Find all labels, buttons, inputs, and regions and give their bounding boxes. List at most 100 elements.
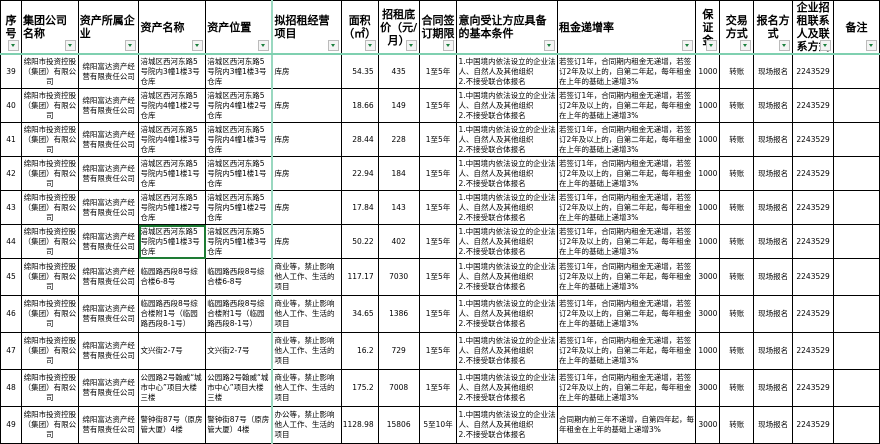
- cell-trade[interactable]: 转账: [719, 190, 755, 225]
- cell-rate[interactable]: 若签订1年，合同期内租金无递增，若签订2年及以上的，自第二年起，每年租金在上年的…: [557, 258, 697, 296]
- cell-note[interactable]: [833, 156, 880, 191]
- cell-no[interactable]: 49: [0, 406, 22, 444]
- cell-use[interactable]: 库房: [271, 88, 342, 123]
- cell-use[interactable]: 商业等，禁止影响他人工作、生活的项目: [271, 258, 342, 296]
- cell-cond[interactable]: 1.中国境内依法设立的企业法人、自然人及其他组织 2.不接受联合体报名: [456, 53, 559, 89]
- cell-deposit[interactable]: 3000: [695, 295, 721, 333]
- column-header-rate[interactable]: 租金递增率: [557, 0, 697, 55]
- cell-cond[interactable]: 1.中国境内依法设立的企业法人、自然人及其他组织 2.不接受联合体报名: [456, 122, 559, 157]
- cell-area[interactable]: 22.94: [340, 156, 379, 191]
- cell-note[interactable]: [833, 258, 880, 296]
- cell-signup[interactable]: 现场报名: [753, 122, 794, 157]
- cell-group[interactable]: 绵阳市投资控股（集团）有限公司: [20, 406, 79, 444]
- column-header-company[interactable]: 资产所属企业: [77, 0, 140, 55]
- cell-note[interactable]: [833, 53, 880, 89]
- filter-dropdown-icon[interactable]: [258, 40, 270, 51]
- cell-company[interactable]: 绵阳富达资产经营有限责任公司: [77, 190, 140, 225]
- cell-no[interactable]: 47: [0, 332, 22, 370]
- filter-dropdown-icon[interactable]: [706, 40, 718, 51]
- cell-location[interactable]: 涪城区西河东路5号院内5幢1楼2号仓库: [205, 190, 274, 225]
- cell-price[interactable]: 149: [377, 88, 420, 123]
- cell-trade[interactable]: 转账: [719, 369, 755, 407]
- cell-location[interactable]: 临园路西段8号综合楼附1号（临园路西段8-1号）: [205, 295, 274, 333]
- filter-dropdown-icon[interactable]: [192, 40, 204, 51]
- cell-company[interactable]: 绵阳富达资产经营有限责任公司: [77, 295, 140, 333]
- cell-name[interactable]: 涪城区西河东路5号院内5幢1楼2号仓库: [138, 190, 207, 225]
- cell-rate[interactable]: 若签订1年，合同期内租金无递增，若签订2年及以上的，自第二年起，每年租金在上年的…: [557, 224, 697, 259]
- cell-group[interactable]: 绵阳市投资控股（集团）有限公司: [20, 53, 79, 89]
- filter-dropdown-icon[interactable]: [544, 40, 556, 51]
- cell-trade[interactable]: 转账: [719, 122, 755, 157]
- column-header-use[interactable]: 拟招租经营项目: [271, 0, 342, 55]
- cell-company[interactable]: 绵阳富达资产经营有限责任公司: [77, 406, 140, 444]
- filter-dropdown-icon[interactable]: [327, 40, 339, 51]
- column-header-cond[interactable]: 意向受让方应具备的基本条件: [456, 0, 559, 55]
- cell-contact[interactable]: 2243529: [792, 88, 835, 123]
- filter-dropdown-icon[interactable]: [820, 40, 832, 51]
- cell-use[interactable]: 商业等，禁止影响他人工作、生活的项目: [271, 332, 342, 370]
- column-header-location[interactable]: 资产位置: [205, 0, 274, 55]
- cell-use[interactable]: 商业等，禁止影响他人工作、生活的项目: [271, 369, 342, 407]
- filter-dropdown-icon[interactable]: [443, 40, 455, 51]
- cell-deposit[interactable]: 1000: [695, 53, 721, 89]
- cell-no[interactable]: 39: [0, 53, 22, 89]
- cell-trade[interactable]: 转账: [719, 295, 755, 333]
- cell-signup[interactable]: 现场报名: [753, 369, 794, 407]
- cell-group[interactable]: 绵阳市投资控股（集团）有限公司: [20, 258, 79, 296]
- cell-note[interactable]: [833, 369, 880, 407]
- cell-rate[interactable]: 若签订1年，合同期内租金无递增，若签订2年及以上的，自第二年起，每年租金在上年的…: [557, 190, 697, 225]
- filter-dropdown-icon[interactable]: [866, 40, 877, 51]
- cell-term[interactable]: 1至5年: [418, 53, 458, 89]
- cell-trade[interactable]: 转账: [719, 224, 755, 259]
- cell-price[interactable]: 15806: [377, 406, 420, 444]
- cell-term[interactable]: 1至5年: [418, 332, 458, 370]
- cell-area[interactable]: 16.2: [340, 332, 379, 370]
- cell-group[interactable]: 绵阳市投资控股（集团）有限公司: [20, 156, 79, 191]
- cell-no[interactable]: 40: [0, 88, 22, 123]
- filter-dropdown-icon[interactable]: [64, 40, 76, 51]
- cell-location[interactable]: 临园路西段8号综合楼6-8号: [205, 258, 274, 296]
- cell-group[interactable]: 绵阳市投资控股（集团）有限公司: [20, 122, 79, 157]
- cell-area[interactable]: 1128.98: [340, 406, 379, 444]
- cell-area[interactable]: 34.65: [340, 295, 379, 333]
- cell-area[interactable]: 117.17: [340, 258, 379, 296]
- cell-term[interactable]: 1至5年: [418, 369, 458, 407]
- column-header-no[interactable]: 序号: [0, 0, 22, 55]
- cell-trade[interactable]: 转账: [719, 53, 755, 89]
- cell-term[interactable]: 1至5年: [418, 88, 458, 123]
- filter-dropdown-icon[interactable]: [740, 40, 752, 51]
- cell-term[interactable]: 1至5年: [418, 295, 458, 333]
- filter-dropdown-icon[interactable]: [682, 40, 694, 51]
- cell-cond[interactable]: 1.中国境内依法设立的企业法人、自然人及其他组织 2.不接受联合体报名: [456, 190, 559, 225]
- cell-term[interactable]: 1至5年: [418, 122, 458, 157]
- cell-company[interactable]: 绵阳富达资产经营有限责任公司: [77, 258, 140, 296]
- cell-term[interactable]: 1至5年: [418, 258, 458, 296]
- cell-name[interactable]: 临园路西段8号综合楼附1号（临园路西段8-1号）: [138, 295, 207, 333]
- cell-term[interactable]: 1至5年: [418, 224, 458, 259]
- filter-dropdown-icon[interactable]: [779, 40, 791, 51]
- cell-name[interactable]: 公园路2号翰威“城市中心”项目大楼三楼: [138, 369, 207, 407]
- cell-name[interactable]: 涪城区西河东路5号院内5幢1楼3号仓库: [138, 224, 207, 259]
- cell-location[interactable]: 涪城区西河东路5号院内5幢1楼1号仓库: [205, 156, 274, 191]
- filter-dropdown-icon[interactable]: [7, 40, 19, 51]
- cell-company[interactable]: 绵阳富达资产经营有限责任公司: [77, 88, 140, 123]
- cell-note[interactable]: [833, 295, 880, 333]
- cell-group[interactable]: 绵阳市投资控股（集团）有限公司: [20, 295, 79, 333]
- cell-rate[interactable]: 若签订1年，合同期内租金无递增，若签订2年及以上的，自第二年起，每年租金在上年的…: [557, 295, 697, 333]
- cell-deposit[interactable]: 1000: [695, 224, 721, 259]
- cell-area[interactable]: 28.44: [340, 122, 379, 157]
- cell-signup[interactable]: 现场报名: [753, 53, 794, 89]
- cell-trade[interactable]: 转账: [719, 406, 755, 444]
- cell-rate[interactable]: 若签订1年，合同期内租金无递增，若签订2年及以上的，自第二年起，每年租金在上年的…: [557, 332, 697, 370]
- cell-location[interactable]: 涪城区西河东路5号院内5幢1楼3号仓库: [205, 224, 274, 259]
- cell-use[interactable]: 库房: [271, 122, 342, 157]
- cell-cond[interactable]: 1.中国境内依法设立的企业法人、自然人及其他组织 2.不接受联合体报名: [456, 295, 559, 333]
- cell-contact[interactable]: 2243529: [792, 258, 835, 296]
- cell-deposit[interactable]: 1000: [695, 190, 721, 225]
- cell-contact[interactable]: 2243529: [792, 190, 835, 225]
- cell-rate[interactable]: 合同期内前三年不递增，自第四年起，每年租金在上年的基础上递增3%: [557, 406, 697, 444]
- cell-deposit[interactable]: 1000: [695, 156, 721, 191]
- cell-cond[interactable]: 1.中国境内依法设立的企业法人、自然人及其他组织 2.不接受联合体报名: [456, 406, 559, 444]
- cell-group[interactable]: 绵阳市投资控股（集团）有限公司: [20, 88, 79, 123]
- cell-signup[interactable]: 现场报名: [753, 88, 794, 123]
